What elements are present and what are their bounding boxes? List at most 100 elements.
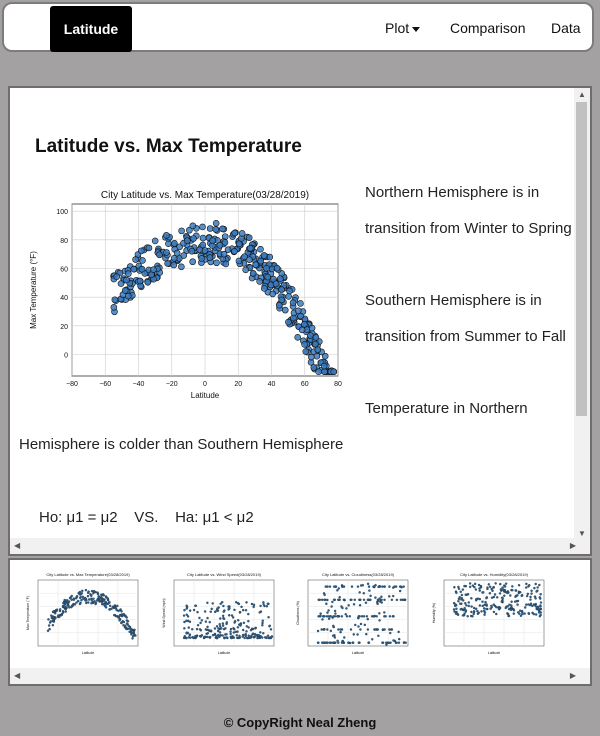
thumbnail-point — [249, 628, 253, 632]
scroll-right-icon[interactable]: ▶ — [569, 671, 576, 680]
thumbnail-point — [398, 637, 401, 641]
thumbnail-max-temp[interactable]: City Latitude vs. Max Temperature(03/28/… — [24, 570, 142, 664]
thumbnail-point — [513, 600, 517, 603]
scroll-left-icon[interactable]: ◀ — [14, 541, 21, 550]
thumbnail-point — [356, 585, 360, 588]
thumbnail-point — [332, 641, 335, 644]
thumbnail-point — [328, 641, 331, 644]
thumbnail-point — [219, 633, 222, 637]
thumbnail-point — [230, 614, 234, 617]
scroll-right-icon[interactable]: ▶ — [569, 541, 576, 550]
thumbnail-point — [333, 609, 337, 613]
thumbnail-point — [250, 602, 254, 606]
scroll-left-icon[interactable]: ◀ — [14, 671, 21, 680]
thumbnail-point — [188, 609, 192, 612]
thumbnail-point — [533, 595, 537, 598]
thumbnail-point — [366, 582, 370, 586]
thumbnail-point — [231, 616, 235, 619]
scrollbar-thumb[interactable] — [576, 102, 587, 416]
thumbnail-point — [92, 597, 95, 600]
nav-plot-dropdown[interactable]: Plot — [385, 20, 421, 36]
thumbnail-point — [217, 633, 220, 637]
navbar: Latitude Plot Comparison Data — [2, 2, 594, 52]
thumbnail-point — [261, 621, 264, 625]
thumbnail-point — [487, 583, 491, 586]
thumbnail-wind-speed[interactable]: City Latitude vs. Wind Speed(03/28/2019)… — [160, 570, 278, 664]
thumbnail-point — [182, 636, 186, 640]
thumbnail-point — [238, 634, 241, 638]
scroll-up-icon[interactable]: ▲ — [578, 90, 586, 99]
thumbnail-point — [536, 607, 540, 610]
thumbnail-point — [111, 605, 115, 608]
thumbnail-point — [220, 627, 223, 630]
thumbnail-point — [316, 629, 320, 633]
thumbnail-point — [499, 588, 503, 591]
thumbnail-point — [347, 641, 350, 644]
thumbnail-point — [530, 592, 533, 595]
scatter-point — [111, 296, 119, 304]
thumbnail-point — [389, 631, 392, 635]
thumbnail-point — [383, 598, 386, 601]
scatter-point — [273, 264, 281, 272]
thumbnail-point — [195, 627, 199, 631]
scatter-point — [180, 252, 188, 259]
thumbnail-point — [209, 610, 212, 613]
thumbnail-point — [332, 624, 335, 628]
thumbnail-point — [381, 641, 384, 644]
thumbnail-point — [525, 603, 528, 606]
thumbnail-point — [115, 608, 118, 612]
nav-data-link[interactable]: Data — [551, 20, 581, 36]
thumbnail-point — [341, 585, 344, 588]
thumbnail-point — [359, 628, 362, 631]
thumbnail-point — [473, 582, 477, 586]
thumbnail-point — [318, 598, 322, 601]
thumbnail-point — [378, 597, 381, 600]
thumbnail-point — [332, 615, 335, 618]
thumbnail-point — [503, 594, 506, 597]
thumbnail-point — [62, 601, 65, 605]
thumbnail-point — [504, 582, 508, 585]
vertical-scrollbar[interactable]: ▲ ▼ — [574, 88, 590, 540]
thumbnail-point — [511, 588, 514, 592]
thumbnail-point — [236, 630, 239, 633]
thumbnail-point — [244, 608, 248, 612]
thumbnail-point — [493, 593, 497, 596]
thumbnail-point — [336, 615, 339, 618]
thumbnail-point — [244, 632, 247, 636]
thumbnail-point — [519, 614, 523, 617]
scatter-point — [264, 273, 271, 281]
y-tick-label: 100 — [56, 209, 68, 216]
latitude-max-temp-chart: City Latitude vs. Max Temperature(03/28/… — [29, 190, 342, 400]
para2-line1: Southern Hemisphere is in — [365, 292, 542, 309]
brand-link[interactable]: Latitude — [50, 6, 132, 52]
thumbnail-x-label: Latitude — [82, 651, 95, 655]
thumbnail-point — [360, 615, 364, 618]
thumbnail-point — [262, 603, 265, 606]
thumbnail-point — [221, 600, 224, 604]
main-content-panel[interactable]: Latitude vs. Max Temperature City Latitu… — [8, 86, 592, 556]
thumbnail-point — [51, 620, 55, 623]
thumbnail-scrollbar[interactable]: ◀ ▶ — [10, 668, 590, 684]
thumbnail-humidity[interactable]: City Latitude vs. Humidity(03/28/2019) La… — [430, 570, 548, 664]
nav-comparison-link[interactable]: Comparison — [450, 20, 526, 36]
thumbnail-point — [333, 636, 337, 639]
thumbnail-point — [528, 584, 531, 587]
scatter-point — [256, 278, 263, 285]
thumbnail-point — [208, 620, 211, 624]
thumbnail-point — [331, 634, 335, 637]
thumbnail-point — [191, 627, 194, 631]
thumbnail-point — [525, 582, 528, 586]
horizontal-scrollbar[interactable]: ◀ ▶ — [10, 538, 590, 554]
thumbnail-point — [328, 585, 332, 588]
thumbnail-cloudiness[interactable]: City Latitude vs. Cloudiness(03/28/2019)… — [294, 570, 412, 664]
thumbnail-point — [261, 619, 264, 622]
thumbnail-point — [460, 598, 463, 601]
scatter-point — [276, 275, 284, 283]
thumbnail-point — [518, 609, 522, 612]
thumbnail-point — [206, 631, 210, 635]
scroll-down-icon[interactable]: ▼ — [578, 529, 586, 538]
thumbnail-point — [344, 613, 347, 616]
scatter-point — [186, 226, 193, 234]
scatter-point — [238, 230, 246, 237]
scatter-point — [245, 234, 253, 241]
